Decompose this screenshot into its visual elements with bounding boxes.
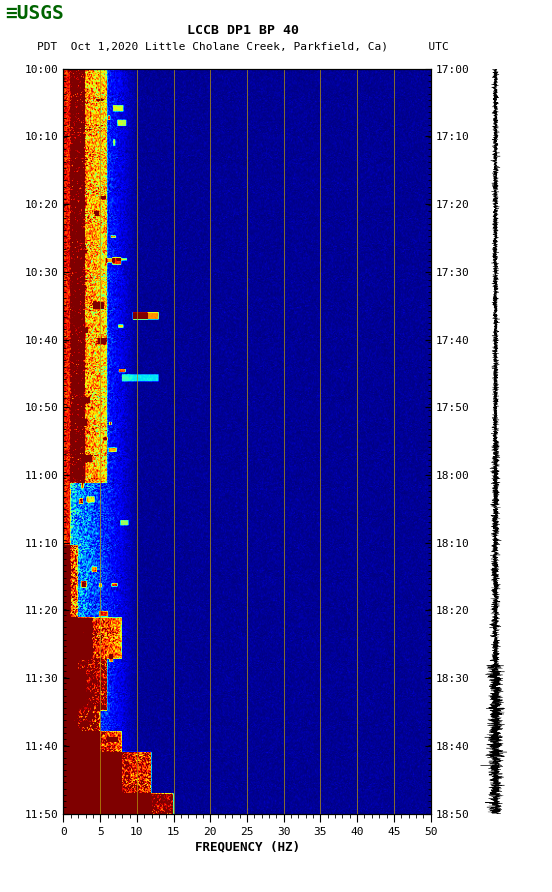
- Text: PDT  Oct 1,2020 Little Cholane Creek, Parkfield, Ca)      UTC: PDT Oct 1,2020 Little Cholane Creek, Par…: [37, 42, 449, 52]
- Text: ≡USGS: ≡USGS: [6, 4, 64, 23]
- X-axis label: FREQUENCY (HZ): FREQUENCY (HZ): [194, 841, 300, 854]
- Text: LCCB DP1 BP 40: LCCB DP1 BP 40: [187, 24, 299, 37]
